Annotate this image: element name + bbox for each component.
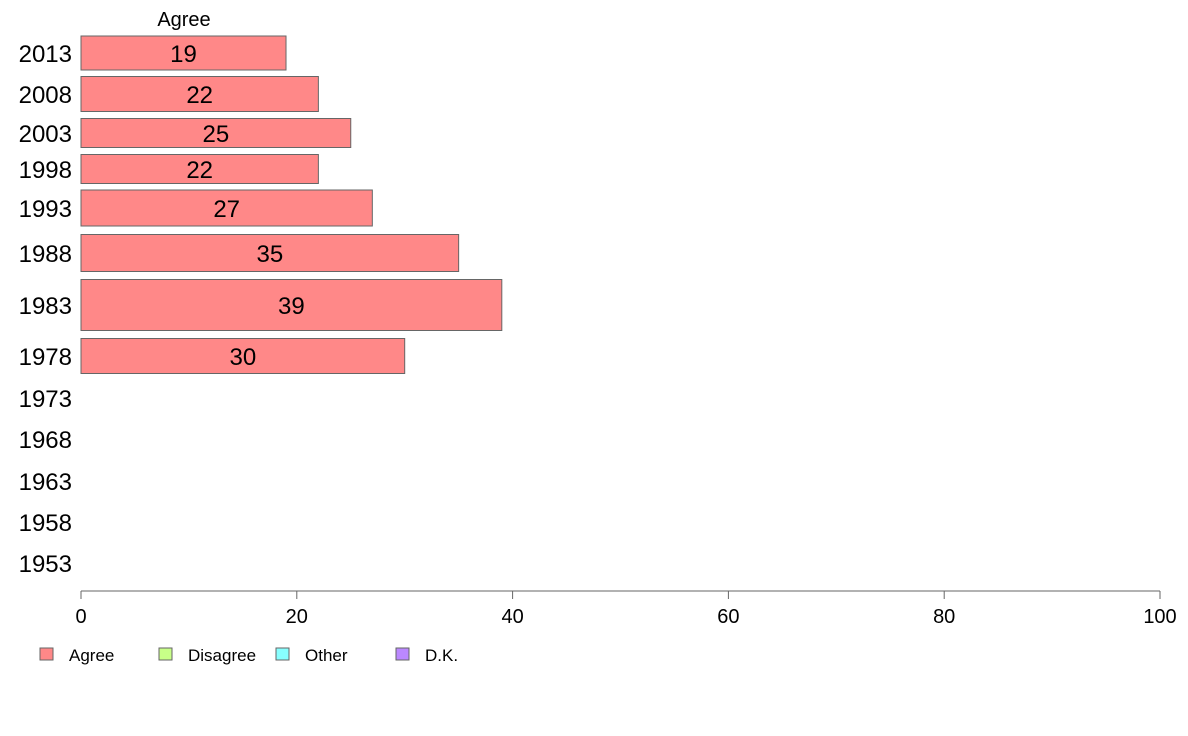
bar-value-label: 30 bbox=[229, 344, 256, 371]
x-tick-label: 60 bbox=[717, 606, 739, 628]
bar bbox=[80, 35, 287, 71]
bar bbox=[80, 118, 352, 148]
year-label: 1953 bbox=[19, 551, 72, 578]
bar bbox=[80, 154, 319, 184]
legend-swatch bbox=[275, 647, 290, 661]
year-label: 1983 bbox=[19, 293, 72, 320]
bar-value-label: 39 bbox=[278, 293, 305, 320]
bar-value-label: 27 bbox=[213, 196, 240, 223]
x-tick-label: 0 bbox=[75, 606, 86, 628]
legend: Agree Disagree Other D.K. bbox=[39, 646, 458, 665]
x-axis: 0 20 40 60 80 100 bbox=[75, 590, 1177, 628]
legend-label: Other bbox=[305, 646, 348, 665]
year-label: 2008 bbox=[19, 82, 72, 109]
year-label: 1998 bbox=[19, 157, 72, 184]
x-tick-label: 100 bbox=[1143, 606, 1176, 628]
year-label: 1963 bbox=[19, 469, 72, 496]
bar bbox=[80, 338, 406, 374]
legend-swatch bbox=[39, 647, 54, 661]
year-label: 1978 bbox=[19, 344, 72, 371]
legend-swatch bbox=[158, 647, 173, 661]
bar-value-label: 22 bbox=[186, 82, 213, 109]
series-header: Agree bbox=[157, 9, 210, 31]
bar bbox=[80, 234, 460, 272]
x-tick-label: 40 bbox=[501, 606, 523, 628]
bar bbox=[80, 279, 503, 331]
bar bbox=[80, 76, 319, 112]
bar-value-label: 35 bbox=[256, 241, 283, 268]
x-tick-label: 20 bbox=[286, 606, 308, 628]
bar bbox=[80, 189, 373, 227]
legend-label: Agree bbox=[69, 646, 114, 665]
year-label: 1993 bbox=[19, 196, 72, 223]
year-label: 1988 bbox=[19, 241, 72, 268]
bar-value-label: 19 bbox=[170, 41, 197, 68]
legend-label: D.K. bbox=[425, 646, 458, 665]
legend-label: Disagree bbox=[188, 646, 256, 665]
x-tick-label: 80 bbox=[933, 606, 955, 628]
bar-value-label: 22 bbox=[186, 157, 213, 184]
year-label: 1968 bbox=[19, 427, 72, 454]
legend-swatch bbox=[395, 647, 410, 661]
year-label: 2003 bbox=[19, 121, 72, 148]
year-label: 1958 bbox=[19, 510, 72, 537]
bar-value-label: 25 bbox=[203, 121, 230, 148]
year-label: 1973 bbox=[19, 386, 72, 413]
year-labels: 2013 2008 2003 1998 1993 1988 1983 1978 1973 1968… bbox=[19, 41, 72, 578]
year-label: 2013 bbox=[19, 41, 72, 68]
